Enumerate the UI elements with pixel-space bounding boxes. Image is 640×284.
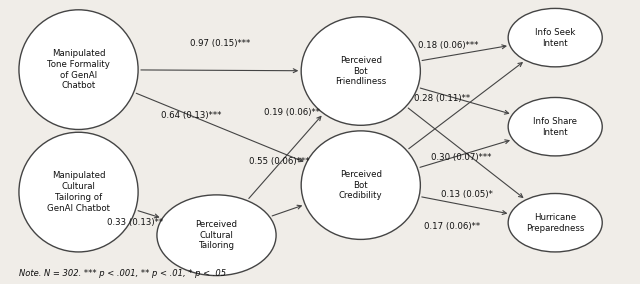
Ellipse shape (508, 9, 602, 67)
Ellipse shape (301, 131, 420, 239)
Text: 0.30 (0.07)***: 0.30 (0.07)*** (431, 153, 492, 162)
Text: Info Seek
Intent: Info Seek Intent (535, 28, 575, 47)
Ellipse shape (157, 195, 276, 275)
Text: 0.13 (0.05)*: 0.13 (0.05)* (442, 190, 493, 199)
Ellipse shape (19, 132, 138, 252)
Text: 0.55 (0.06)***: 0.55 (0.06)*** (249, 157, 309, 166)
Ellipse shape (19, 10, 138, 130)
Text: 0.97 (0.15)***: 0.97 (0.15)*** (189, 39, 250, 48)
Text: 0.17 (0.06)**: 0.17 (0.06)** (424, 222, 480, 231)
Text: 0.64 (0.13)***: 0.64 (0.13)*** (161, 111, 221, 120)
Text: Manipulated
Cultural
Tailoring of
GenAI Chatbot: Manipulated Cultural Tailoring of GenAI … (47, 172, 110, 213)
Text: 0.19 (0.06)**: 0.19 (0.06)** (264, 108, 320, 117)
Text: 0.28 (0.11)**: 0.28 (0.11)** (414, 94, 470, 103)
Text: 0.33 (0.13)**: 0.33 (0.13)** (107, 218, 163, 227)
Text: 0.18 (0.06)***: 0.18 (0.06)*** (419, 41, 479, 51)
Text: Perceived
Cultural
Tailoring: Perceived Cultural Tailoring (195, 220, 237, 250)
Text: Hurricane
Preparedness: Hurricane Preparedness (526, 213, 584, 233)
Text: Info Share
Intent: Info Share Intent (533, 117, 577, 137)
Text: Perceived
Bot
Friendliness: Perceived Bot Friendliness (335, 56, 387, 86)
Text: Note. N = 302. *** p < .001, ** p < .01, * p < .05: Note. N = 302. *** p < .001, ** p < .01,… (19, 270, 226, 278)
Text: Manipulated
Tone Formality
of GenAI
Chatbot: Manipulated Tone Formality of GenAI Chat… (47, 49, 110, 90)
Ellipse shape (508, 97, 602, 156)
Ellipse shape (508, 193, 602, 252)
Text: Perceived
Bot
Credibility: Perceived Bot Credibility (339, 170, 383, 201)
Ellipse shape (301, 17, 420, 125)
